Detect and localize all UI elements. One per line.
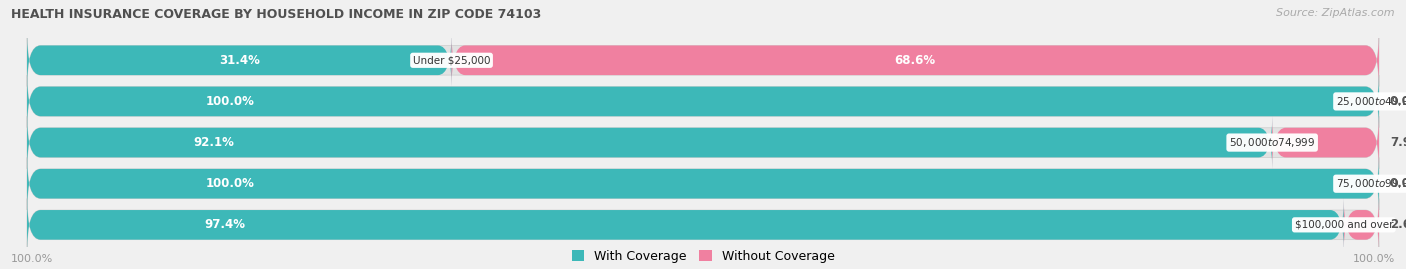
FancyBboxPatch shape bbox=[27, 34, 1379, 87]
Text: 92.1%: 92.1% bbox=[194, 136, 235, 149]
Text: 7.9%: 7.9% bbox=[1389, 136, 1406, 149]
Text: $75,000 to $99,999: $75,000 to $99,999 bbox=[1336, 177, 1406, 190]
Text: HEALTH INSURANCE COVERAGE BY HOUSEHOLD INCOME IN ZIP CODE 74103: HEALTH INSURANCE COVERAGE BY HOUSEHOLD I… bbox=[11, 8, 541, 21]
Text: 2.6%: 2.6% bbox=[1389, 218, 1406, 231]
Text: Source: ZipAtlas.com: Source: ZipAtlas.com bbox=[1277, 8, 1395, 18]
FancyBboxPatch shape bbox=[27, 157, 1379, 210]
Text: 0.0%: 0.0% bbox=[1389, 95, 1406, 108]
FancyBboxPatch shape bbox=[27, 199, 1344, 251]
Text: Under $25,000: Under $25,000 bbox=[413, 55, 491, 65]
Text: 68.6%: 68.6% bbox=[894, 54, 936, 67]
FancyBboxPatch shape bbox=[27, 116, 1272, 169]
Text: 100.0%: 100.0% bbox=[11, 254, 53, 264]
FancyBboxPatch shape bbox=[27, 116, 1379, 169]
Text: 100.0%: 100.0% bbox=[205, 95, 254, 108]
Legend: With Coverage, Without Coverage: With Coverage, Without Coverage bbox=[572, 250, 834, 263]
FancyBboxPatch shape bbox=[27, 34, 451, 87]
Text: $25,000 to $49,999: $25,000 to $49,999 bbox=[1336, 95, 1406, 108]
Text: 97.4%: 97.4% bbox=[204, 218, 245, 231]
FancyBboxPatch shape bbox=[1344, 199, 1379, 251]
Text: 31.4%: 31.4% bbox=[219, 54, 260, 67]
Text: 100.0%: 100.0% bbox=[1353, 254, 1395, 264]
Text: $100,000 and over: $100,000 and over bbox=[1295, 220, 1393, 230]
FancyBboxPatch shape bbox=[27, 157, 1379, 210]
FancyBboxPatch shape bbox=[451, 34, 1379, 87]
FancyBboxPatch shape bbox=[27, 75, 1379, 128]
Text: $50,000 to $74,999: $50,000 to $74,999 bbox=[1229, 136, 1316, 149]
Text: 100.0%: 100.0% bbox=[205, 177, 254, 190]
FancyBboxPatch shape bbox=[1272, 116, 1379, 169]
Text: 0.0%: 0.0% bbox=[1389, 177, 1406, 190]
FancyBboxPatch shape bbox=[27, 199, 1379, 251]
FancyBboxPatch shape bbox=[27, 75, 1379, 128]
